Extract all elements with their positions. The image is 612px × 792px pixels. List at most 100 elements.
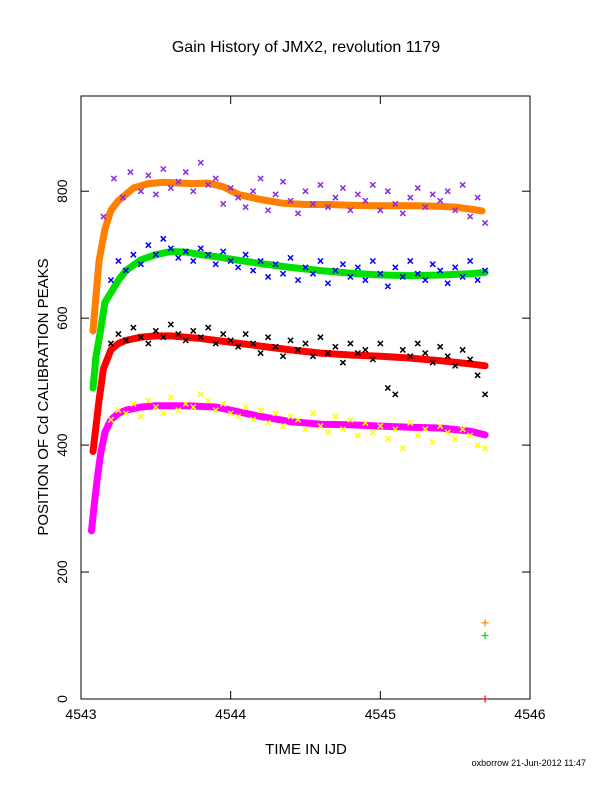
data-point [370,203,375,208]
data-point [137,334,144,341]
series-line [88,402,489,535]
data-point [182,400,189,407]
y-axis-label: POSITION OF Cd CALIBRATION PEAKS [35,258,52,535]
data-point [264,207,272,214]
data-point [137,413,144,420]
data-point [167,184,174,192]
data-point [438,358,443,363]
data-point [227,184,234,192]
data-point [288,265,293,270]
data-point [453,205,458,210]
data-point [145,340,152,347]
data-point [258,197,263,202]
x-tick-label: 4543 [65,706,96,722]
data-point [474,276,481,284]
data-point [429,191,436,198]
data-point [127,169,134,176]
data-point [93,424,98,429]
data-point [422,276,429,284]
data-point [197,391,204,398]
data-point [354,191,362,198]
data-point [294,210,302,217]
x-tick-label: 4545 [365,706,396,722]
data-point [137,188,144,195]
data-point [309,410,317,417]
data-point [257,175,264,182]
data-point [407,257,414,265]
data-point [414,340,421,347]
data-point [175,407,182,414]
data-point [137,261,144,268]
data-point [108,290,113,295]
data-point [190,188,197,195]
data-point [407,353,414,360]
data-point [122,410,130,417]
data-point [452,207,459,214]
data-point [107,340,115,347]
data-point [399,445,406,452]
data-point [437,343,444,350]
data-point [459,346,466,354]
data-point [191,181,196,186]
data-point [468,271,473,276]
data-point [429,438,436,446]
data-point [168,333,173,338]
data-point [220,200,227,208]
data-point [332,267,339,274]
series-5 [107,321,489,398]
y-tick-label: 800 [54,179,70,203]
data-point [437,197,444,204]
data-point [384,283,391,290]
data-point [160,235,167,242]
data-point [354,432,362,439]
data-point [182,248,189,255]
data-point [384,188,391,195]
data-point [236,192,241,197]
data-point [452,435,459,442]
data-point [175,254,182,261]
data-point [235,413,242,420]
data-point [272,410,279,417]
data-point [444,429,451,436]
data-point [197,245,204,252]
data-point [317,334,324,341]
data-point [167,321,174,328]
series-6 [88,402,489,535]
data-point [279,270,287,277]
data-point [294,346,302,354]
series-1 [100,159,489,227]
data-point [242,251,249,258]
data-point [339,359,347,366]
data-point [444,188,451,195]
data-point [205,324,212,331]
data-point [198,404,203,409]
data-point [197,159,204,166]
data-point [198,252,203,257]
data-point [153,333,158,338]
data-point [317,422,324,430]
data-point [145,172,152,179]
data-point [190,327,197,334]
data-point [212,407,219,414]
x-tick-label: 4544 [215,706,246,722]
data-point [257,407,264,414]
data-point [414,270,421,277]
data-point [452,264,459,271]
data-point [422,426,429,433]
chart-title: Gain History of JMX2, revolution 1179 [172,39,440,56]
data-point [138,257,143,262]
data-point [175,178,182,185]
data-point [347,340,354,347]
data-point [93,354,98,359]
data-point [369,429,376,436]
data-point [362,346,369,354]
data-point [249,340,257,347]
data-point [317,257,324,265]
data-point [288,347,293,352]
data-point [339,426,347,433]
data-point [444,353,451,360]
data-point [130,324,137,331]
data-point [294,276,302,284]
data-point [481,619,489,627]
data-point [407,194,414,201]
